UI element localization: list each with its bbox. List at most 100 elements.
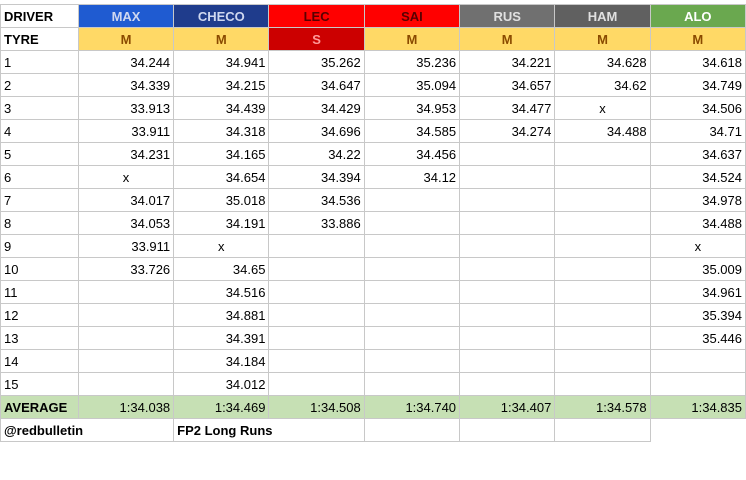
lap-time-cell: 34.506 — [649, 96, 746, 120]
lap-time-cell: 34.221 — [459, 50, 556, 74]
lap-time-cell: 35.018 — [173, 188, 270, 212]
lap-time-cell — [459, 234, 556, 258]
lap-time-cell: 34.339 — [77, 73, 175, 97]
lap-time-cell: 34.953 — [363, 96, 461, 120]
lap-time-cell: 34.941 — [173, 50, 270, 74]
lap-time-cell: 34.165 — [173, 142, 270, 166]
lap-time-cell: 34.978 — [649, 188, 746, 212]
average-lec: 1:34.508 — [268, 395, 365, 419]
lap-number: 4 — [0, 119, 79, 143]
lap-time-cell: 33.726 — [77, 257, 175, 281]
lap-time-cell: 34.516 — [173, 280, 270, 304]
lap-time-cell: 34.318 — [173, 119, 270, 143]
average-row: AVERAGE 1:34.038 1:34.469 1:34.508 1:34.740 1… — [0, 395, 746, 419]
average-ham: 1:34.578 — [554, 395, 651, 419]
lap-time-cell: 34.391 — [173, 326, 270, 350]
lap-time-cell: 35.236 — [363, 50, 461, 74]
lap-row: 10 33.726 34.65 35.009 — [0, 257, 746, 281]
lap-number: 5 — [0, 142, 79, 166]
lap-time-cell — [363, 257, 461, 281]
driver-name-checo: CHECO — [173, 4, 270, 28]
driver-name-max: MAX — [77, 4, 175, 28]
lap-time-cell — [268, 280, 365, 304]
lap-time-cell — [363, 349, 461, 373]
lap-time-cell — [268, 349, 365, 373]
lap-time-cell — [77, 372, 175, 396]
lap-time-cell — [268, 326, 365, 350]
lap-time-cell: 34.053 — [77, 211, 175, 235]
average-sai: 1:34.740 — [363, 395, 461, 419]
lap-time-cell — [268, 234, 365, 258]
tyre-compound-rus: M — [459, 27, 556, 51]
lap-time-cell — [459, 326, 556, 350]
lap-row: 9 33.911 x x — [0, 234, 746, 258]
caption-text: FP2 Long Runs — [173, 418, 365, 442]
lap-time-cell: 34.12 — [363, 165, 461, 189]
lap-time-cell: 35.446 — [649, 326, 746, 350]
lap-row: 7 34.017 35.018 34.536 34.978 — [0, 188, 746, 212]
lap-time-cell: 34.244 — [77, 50, 175, 74]
tyre-label: TYRE — [0, 27, 79, 51]
tyre-compound-alo: M — [649, 27, 746, 51]
lap-time-cell: 34.654 — [173, 165, 270, 189]
lap-time-cell: x — [554, 96, 651, 120]
lap-time-cell: 33.911 — [77, 119, 175, 143]
average-max: 1:34.038 — [77, 395, 175, 419]
lap-time-cell: 34.488 — [554, 119, 651, 143]
lap-time-cell — [459, 349, 556, 373]
lap-time-cell — [554, 188, 651, 212]
lap-time-cell: x — [173, 234, 270, 258]
lap-time-cell: 34.488 — [649, 211, 746, 235]
driver-name-rus: RUS — [459, 4, 556, 28]
lap-number: 6 — [0, 165, 79, 189]
average-alo: 1:34.835 — [649, 395, 746, 419]
lap-time-cell: 34.274 — [459, 119, 556, 143]
lap-time-cell: 34.22 — [268, 142, 365, 166]
lap-time-cell — [268, 303, 365, 327]
lap-time-cell: 34.71 — [649, 119, 746, 143]
lap-time-cell: 34.231 — [77, 142, 175, 166]
lap-time-cell — [554, 142, 651, 166]
lap-row: 5 34.231 34.165 34.22 34.456 34.637 — [0, 142, 746, 166]
lap-row: 2 34.339 34.215 34.647 35.094 34.657 34.62 34.7… — [0, 73, 746, 97]
lap-time-cell — [363, 234, 461, 258]
lap-time-cell — [268, 257, 365, 281]
lap-time-cell: 34.477 — [459, 96, 556, 120]
lap-time-cell: 34.012 — [173, 372, 270, 396]
lap-row: 13 34.391 35.446 — [0, 326, 746, 350]
lap-row: 14 34.184 — [0, 349, 746, 373]
lap-time-cell: 34.439 — [173, 96, 270, 120]
lap-time-cell — [554, 326, 651, 350]
lap-time-cell — [649, 349, 746, 373]
lap-time-cell: 35.394 — [649, 303, 746, 327]
lap-time-cell — [268, 372, 365, 396]
footer-blank — [363, 418, 461, 442]
tyre-compound-max: M — [77, 27, 175, 51]
long-runs-table: DRIVER MAX CHECO LEC SAI RUS HAM ALO TYRE M M S M M M M… — [0, 4, 746, 442]
lap-number: 9 — [0, 234, 79, 258]
lap-time-cell — [554, 211, 651, 235]
lap-time-cell — [459, 280, 556, 304]
lap-time-cell: 34.536 — [268, 188, 365, 212]
lap-number: 7 — [0, 188, 79, 212]
lap-time-cell — [459, 188, 556, 212]
footer-blank — [459, 418, 556, 442]
lap-time-cell — [363, 211, 461, 235]
lap-time-cell — [554, 303, 651, 327]
lap-time-cell: 34.429 — [268, 96, 365, 120]
driver-name-ham: HAM — [554, 4, 651, 28]
lap-number: 1 — [0, 50, 79, 74]
lap-time-cell: x — [77, 165, 175, 189]
lap-time-cell — [363, 280, 461, 304]
lap-row: 4 33.911 34.318 34.696 34.585 34.274 34.488 34.… — [0, 119, 746, 143]
tyre-compound-checo: M — [173, 27, 270, 51]
lap-number: 2 — [0, 73, 79, 97]
average-rus: 1:34.407 — [459, 395, 556, 419]
lap-time-cell — [554, 257, 651, 281]
lap-time-cell: 34.017 — [77, 188, 175, 212]
lap-time-cell — [77, 303, 175, 327]
average-checo: 1:34.469 — [173, 395, 270, 419]
lap-number: 8 — [0, 211, 79, 235]
lap-time-cell: 34.637 — [649, 142, 746, 166]
lap-time-cell: x — [649, 234, 746, 258]
